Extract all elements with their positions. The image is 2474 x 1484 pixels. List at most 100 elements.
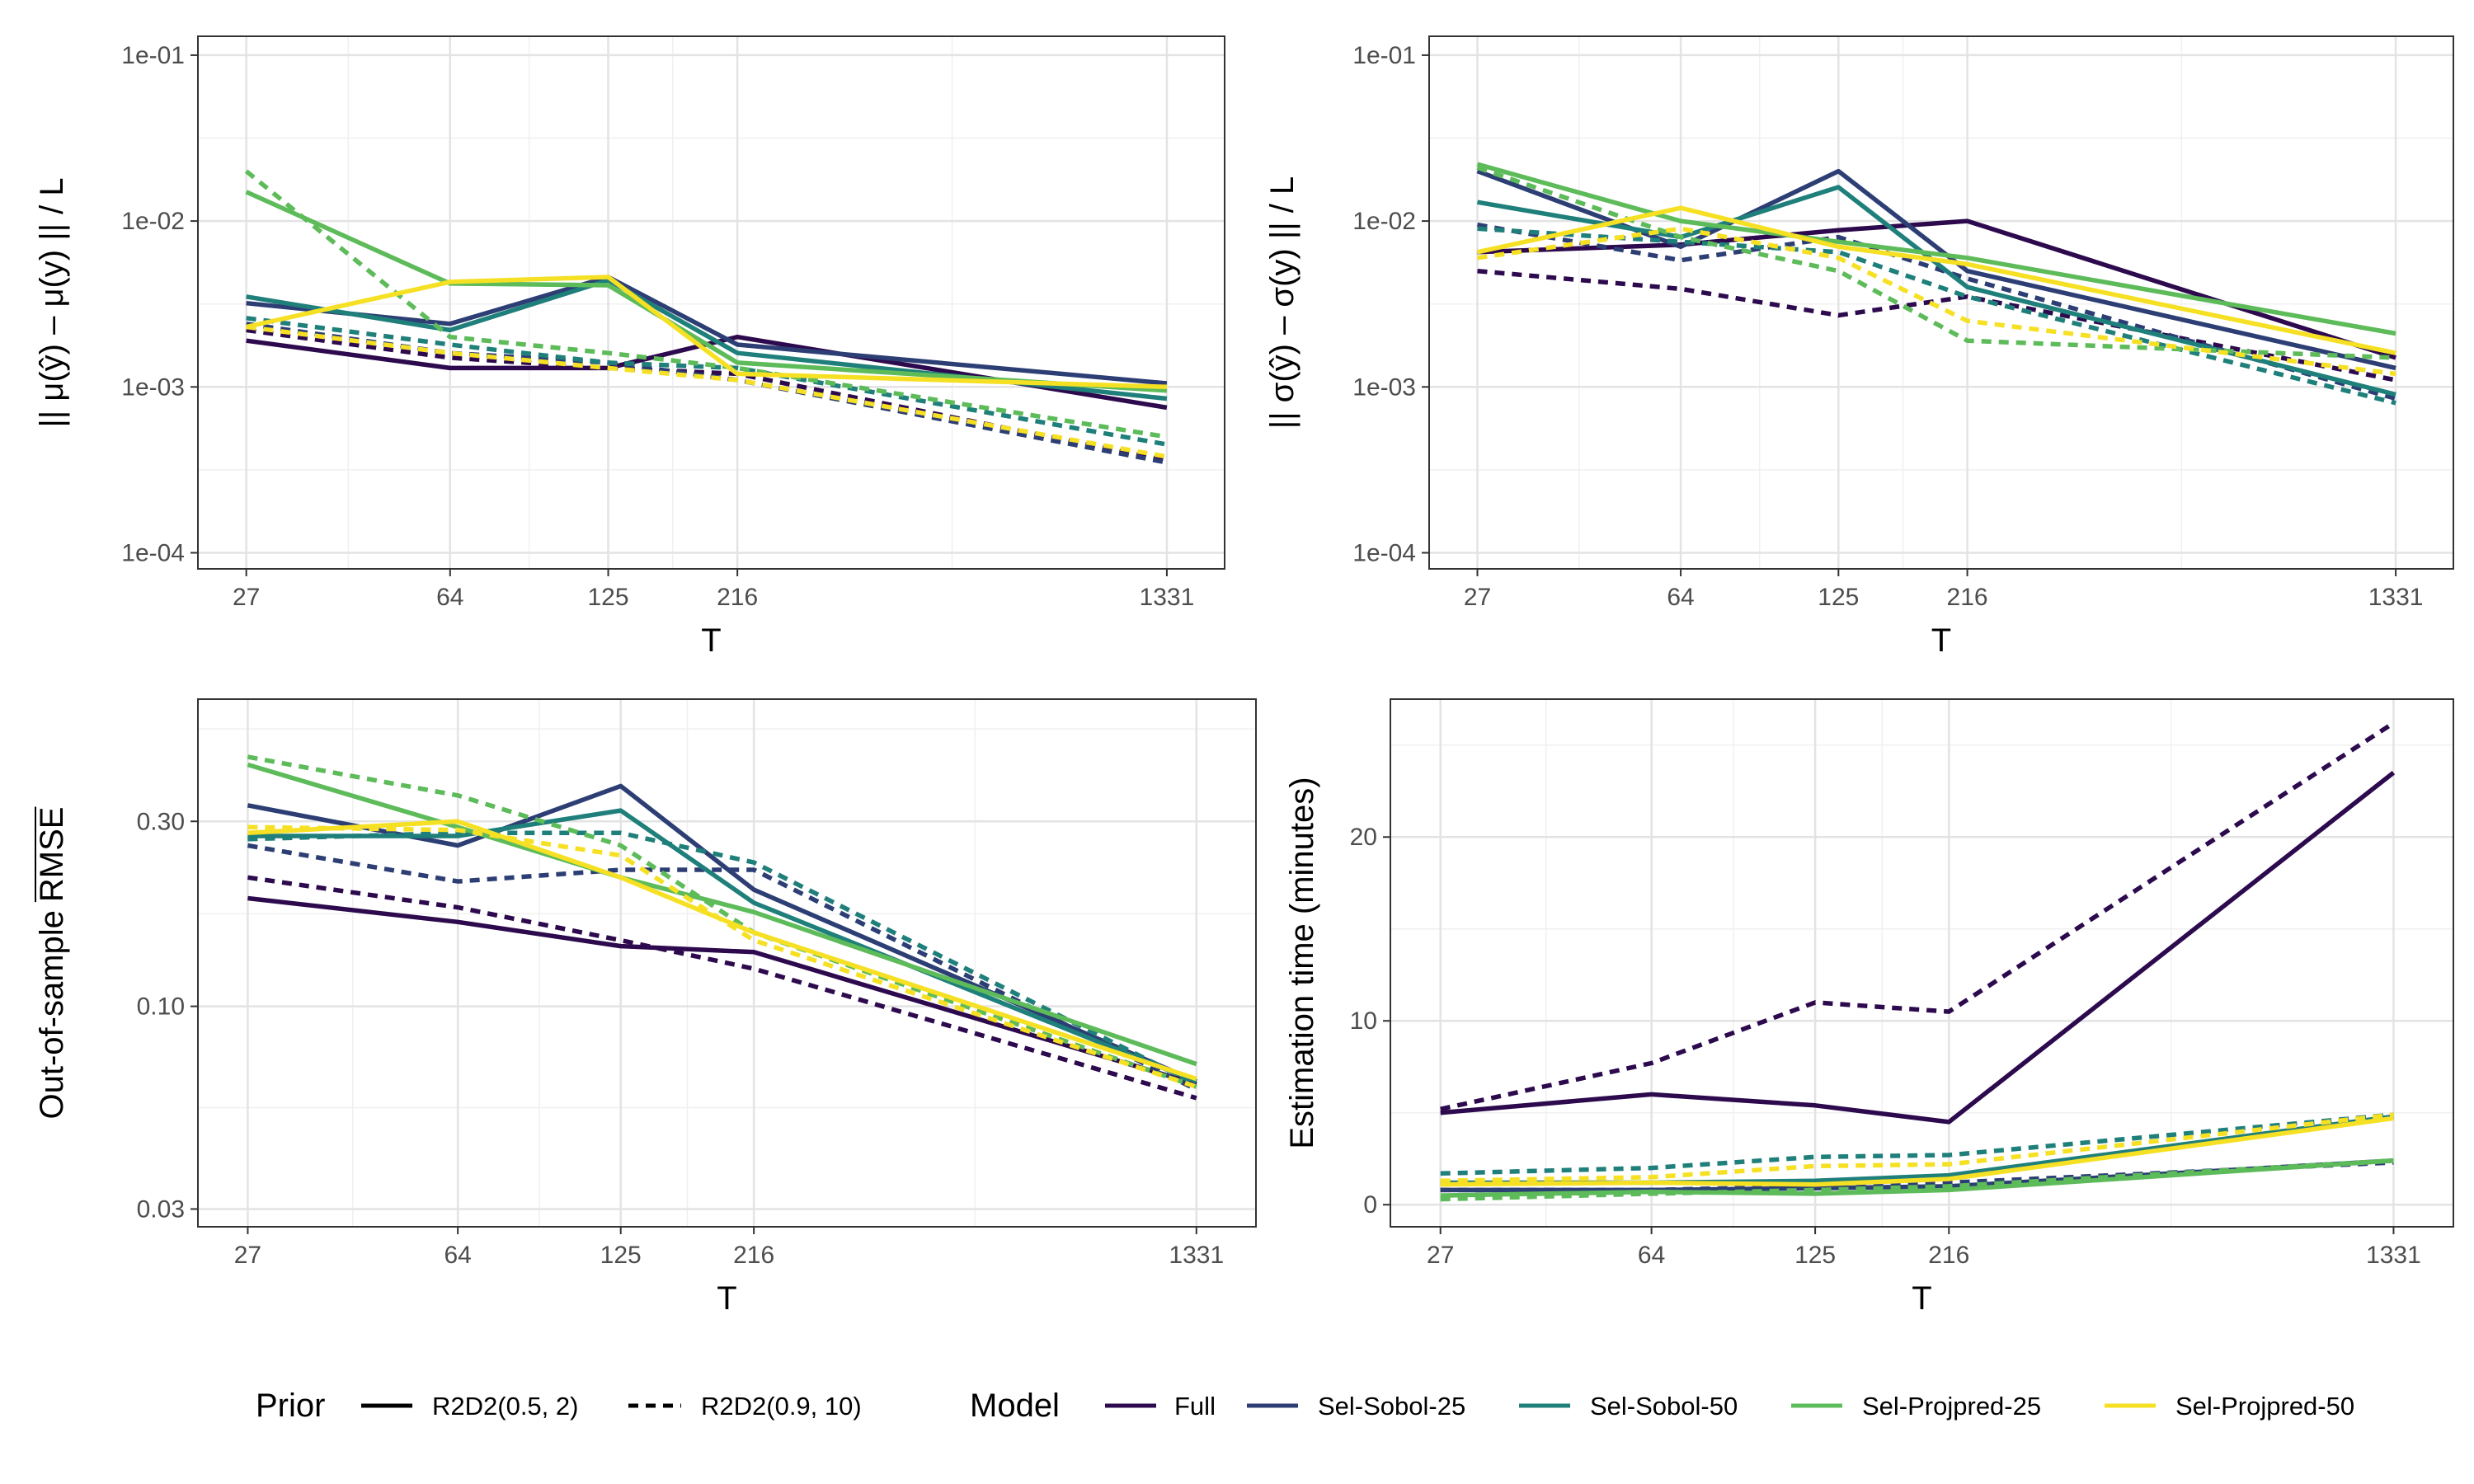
series-line-full-dashed <box>1477 268 2396 383</box>
x-tick-label: 64 <box>444 1242 471 1269</box>
x-tick-label: 125 <box>1818 584 1859 611</box>
x-tick-label: 125 <box>587 584 628 611</box>
panel-time-y-ticks: 0 10 20 <box>1350 824 1390 1219</box>
series-line-sel-projpred-50-solid <box>1440 1115 2394 1187</box>
panel-rmse-y-ticks: 0.03 0.10 0.30 <box>137 808 198 1223</box>
series-line-sel-projpred-25-dashed <box>247 754 1197 1089</box>
y-tick-label: 1e-03 <box>121 373 185 401</box>
y-tick-label: 1e-03 <box>1352 373 1416 401</box>
panel-sigma-lines <box>1476 162 2396 406</box>
series-line-full-solid <box>247 895 1197 1087</box>
series-line-sel-sobol-50-dashed <box>1477 226 2396 406</box>
panel-mu-frame <box>197 35 1225 570</box>
panel-mu-error: 27 64 125 216 1331 1e-04 1e-03 1e-02 1e-01 T ||… <box>34 35 1225 659</box>
x-tick-label: 1331 <box>1140 584 1195 611</box>
panel-mu-y-ticks: 1e-04 1e-03 1e-02 1e-01 <box>121 42 198 567</box>
series-line-sel-projpred-50-dashed <box>247 824 1197 1089</box>
panel-rmse-frame <box>197 698 1257 1228</box>
legend-model-title: Model <box>970 1388 1060 1424</box>
x-tick-label: 216 <box>1928 1242 1969 1269</box>
panel-time-gridlines <box>1390 699 2453 1227</box>
panel-rmse-y-axis-title-rmse: RMSE <box>34 807 70 903</box>
series-line-sel-projpred-50-dashed <box>1477 226 2396 377</box>
panel-time-y-axis-title: Estimation time (minutes) <box>1284 777 1320 1148</box>
legend-prior-dashed-label: R2D2(0.9, 10) <box>701 1392 862 1421</box>
y-tick-label: 0.10 <box>137 993 185 1021</box>
panel-mu-gridlines <box>198 36 1225 569</box>
panel-rmse-lines <box>247 754 1198 1101</box>
series-line-sel-projpred-50-solid <box>247 819 1197 1082</box>
series-line-sel-sobol-50-solid <box>1477 185 2396 397</box>
panel-mu-x-ticks: 27 64 125 216 1331 <box>233 569 1194 611</box>
series-line-full-dashed <box>1440 721 2395 1111</box>
panel-rmse-x-axis-title: T <box>717 1280 736 1317</box>
x-tick-label: 64 <box>1667 584 1694 611</box>
series-line-sel-projpred-50-dashed <box>1440 1112 2394 1184</box>
panel-mu-y-axis-title: || μ(ŷ) – μ(y) || / L <box>34 177 70 427</box>
y-tick-label: 20 <box>1350 824 1377 851</box>
series-line-sel-projpred-25-dashed <box>1440 1158 2394 1202</box>
legend: Prior R2D2(0.5, 2) R2D2(0.9, 10) Model F… <box>256 1388 2354 1424</box>
y-tick-label: 10 <box>1350 1007 1377 1035</box>
panel-time-x-ticks: 27 64 125 216 1331 <box>1427 1227 2421 1269</box>
series-line-sel-sobol-50-solid <box>246 278 1168 402</box>
series-line-sel-projpred-25-dashed <box>244 169 1168 439</box>
series-line-sel-sobol-25-dashed <box>247 843 1198 1092</box>
panel-time-lines <box>1440 721 2396 1202</box>
series-line-sel-sobol-50-dashed <box>246 316 1168 447</box>
series-line-sel-projpred-25-solid <box>1476 162 2396 336</box>
x-tick-label: 125 <box>600 1242 642 1269</box>
x-tick-label: 1331 <box>2368 584 2424 611</box>
panel-sigma-x-ticks: 27 64 125 216 1331 <box>1464 569 2424 611</box>
panel-estimation-time: 27 64 125 216 1331 0 10 20 T Estimation time (… <box>1284 698 2454 1317</box>
x-tick-label: 216 <box>717 584 758 611</box>
panel-rmse-y-axis-title: Out-of-sample RMSE <box>34 807 70 1120</box>
x-tick-label: 216 <box>1947 584 1988 611</box>
series-line-sel-sobol-25-solid <box>247 783 1197 1084</box>
x-tick-label: 64 <box>1638 1242 1665 1269</box>
y-tick-label: 1e-01 <box>1352 42 1416 69</box>
panel-sigma-x-axis-title: T <box>1931 622 1951 659</box>
legend-model-full-label: Full <box>1174 1392 1216 1421</box>
panel-sigma-y-ticks: 1e-04 1e-03 1e-02 1e-01 <box>1352 42 1429 567</box>
legend-prior-title: Prior <box>256 1388 325 1424</box>
x-tick-label: 27 <box>233 584 260 611</box>
series-line-sel-sobol-50-dashed <box>247 830 1198 1087</box>
x-tick-label: 64 <box>436 584 463 611</box>
x-tick-label: 1331 <box>1169 1242 1224 1269</box>
panel-sigma-frame <box>1428 35 2454 570</box>
y-tick-label: 0 <box>1363 1191 1377 1219</box>
series-line-sel-projpred-25-dashed <box>1476 165 2396 360</box>
x-tick-label: 1331 <box>2366 1242 2421 1269</box>
y-tick-label: 1e-02 <box>1352 208 1416 235</box>
x-tick-label: 27 <box>234 1242 261 1269</box>
legend-model-projpred50-label: Sel-Projpred-50 <box>2175 1392 2354 1421</box>
panel-time-frame <box>1390 698 2454 1228</box>
legend-model-sobol50-label: Sel-Sobol-50 <box>1590 1392 1738 1421</box>
x-tick-label: 27 <box>1464 584 1491 611</box>
panel-sigma-y-axis-title: || σ(ŷ) – σ(y) || / L <box>1264 176 1300 430</box>
series-line-full-solid <box>1477 218 2396 360</box>
x-tick-label: 27 <box>1427 1242 1454 1269</box>
series-line-sel-projpred-25-solid <box>1440 1158 2394 1198</box>
series-line-full-dashed <box>247 875 1197 1101</box>
panel-time-x-axis-title: T <box>1912 1280 1931 1317</box>
series-line-sel-sobol-25-dashed <box>1477 222 2396 402</box>
series-line-sel-sobol-25-dashed <box>1440 1160 2394 1193</box>
series-line-sel-sobol-50-dashed <box>1440 1112 2394 1176</box>
panel-mu-lines <box>244 169 1168 465</box>
panel-rmse-y-axis-title-text: Out-of-sample <box>34 910 70 1119</box>
y-tick-label: 0.03 <box>137 1195 185 1223</box>
series-line-sel-projpred-25-solid <box>245 190 1168 393</box>
panel-mu-x-axis-title: T <box>701 622 721 659</box>
panel-sigma-error: 27 64 125 216 1331 1e-04 1e-03 1e-02 1e-01 T ||… <box>1264 35 2454 659</box>
legend-model-sobol25-label: Sel-Sobol-25 <box>1318 1392 1465 1421</box>
legend-prior-solid-label: R2D2(0.5, 2) <box>432 1392 578 1421</box>
x-tick-label: 216 <box>733 1242 774 1269</box>
y-tick-label: 0.30 <box>137 808 185 835</box>
plot-area <box>1390 699 2453 1227</box>
series-line-sel-projpred-50-solid <box>246 275 1167 390</box>
panel-rmse-x-ticks: 27 64 125 216 1331 <box>234 1227 1224 1269</box>
y-tick-label: 1e-01 <box>121 42 185 69</box>
